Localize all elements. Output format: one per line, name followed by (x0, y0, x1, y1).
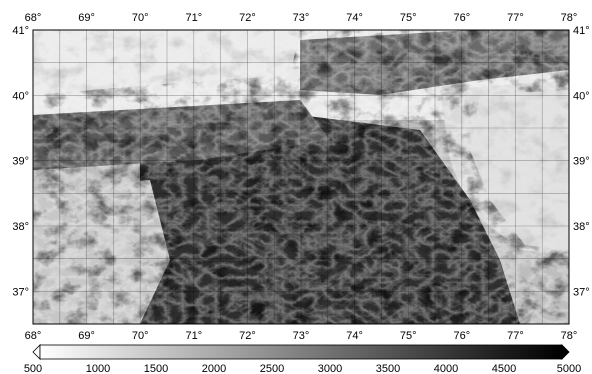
longitude-label: 74° (346, 330, 363, 342)
longitude-label: 70° (132, 330, 149, 342)
latitude-labels-right: 41° 40° 39° 38° 37° (573, 25, 590, 298)
longitude-label: 73° (293, 330, 310, 342)
longitude-labels-top: 68° 69° 70° 71° 72° 73° 74° 75° 76° 77° 78° (25, 12, 578, 24)
longitude-label: 72° (239, 330, 256, 342)
terrain-raster (33, 30, 569, 324)
latitude-labels-left: 41° 40° 39° 38° 37° (12, 25, 29, 298)
latitude-label: 40° (573, 90, 590, 102)
colorbar-tick-label: 4000 (434, 363, 458, 374)
latitude-label: 40° (12, 90, 29, 102)
longitude-labels-bottom: 68° 69° 70° 71° 72° 73° 74° 75° 76° 77° 78° (25, 330, 578, 342)
longitude-label: 70° (132, 12, 149, 24)
colorbar-tick-label: 4500 (492, 363, 516, 374)
colorbar-tick-label: 3500 (376, 363, 400, 374)
longitude-label: 71° (185, 330, 202, 342)
longitude-label: 76° (453, 330, 470, 342)
colorbar: 500 1000 1500 2000 2500 3000 3500 4000 4500 5000 (24, 344, 581, 374)
longitude-label: 75° (400, 12, 417, 24)
longitude-label: 68° (25, 12, 42, 24)
colorbar-tick-label: 1000 (86, 363, 110, 374)
longitude-label: 69° (78, 12, 95, 24)
latitude-label: 39° (573, 156, 590, 168)
colorbar-tick-label: 2000 (202, 363, 226, 374)
latitude-label: 38° (12, 221, 29, 233)
longitude-label: 78° (561, 330, 578, 342)
colorbar-tick-label: 500 (24, 363, 42, 374)
longitude-label: 75° (400, 330, 417, 342)
colorbar-tick-label: 2500 (260, 363, 284, 374)
colorbar-tick-label: 5000 (557, 363, 581, 374)
longitude-label: 77° (507, 330, 524, 342)
longitude-label: 78° (561, 12, 578, 24)
latitude-label: 41° (12, 25, 29, 37)
longitude-label: 68° (25, 330, 42, 342)
map-border (32, 29, 570, 325)
longitude-label: 72° (239, 12, 256, 24)
longitude-label: 73° (293, 12, 310, 24)
colorbar-high-arrow (561, 344, 570, 360)
longitude-label: 77° (507, 12, 524, 24)
longitude-label: 69° (78, 330, 95, 342)
colorbar-ramp (39, 344, 563, 360)
colorbar-tick-label: 1500 (144, 363, 168, 374)
longitude-label: 71° (185, 12, 202, 24)
latitude-label: 37° (12, 286, 29, 298)
longitude-label: 74° (346, 12, 363, 24)
latitude-label: 41° (573, 25, 590, 37)
longitude-label: 76° (453, 12, 470, 24)
latitude-label: 38° (573, 221, 590, 233)
graticule (32, 29, 570, 325)
latitude-label: 39° (12, 156, 29, 168)
colorbar-tick-label: 3000 (318, 363, 342, 374)
colorbar-low-arrow (32, 344, 41, 360)
latitude-label: 37° (573, 286, 590, 298)
